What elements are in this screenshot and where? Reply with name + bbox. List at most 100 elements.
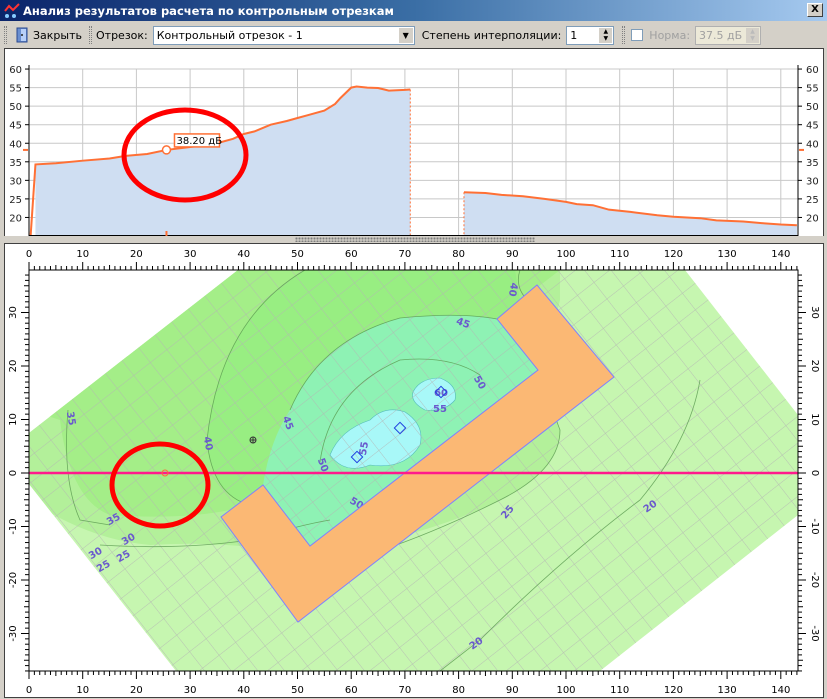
close-window-button[interactable]: X (807, 3, 823, 17)
series-line-2 (463, 191, 797, 227)
x-tick-label-bottom: 10 (76, 685, 89, 696)
contour-label: 55 (433, 404, 447, 415)
y-tick-label-left: 35 (9, 158, 22, 169)
y-tick-label-right: -30 (809, 625, 820, 641)
contour-label: 50 (315, 457, 330, 474)
y-tick-label-left: 55 (9, 84, 22, 95)
y-tick-label-left: 10 (8, 413, 19, 426)
y-tick-label-right: 20 (809, 360, 820, 373)
splitter-grip[interactable] (295, 237, 535, 242)
segment-select[interactable]: Контрольный отрезок - 1 ▼ (152, 25, 415, 45)
source-diamond-icon[interactable] (350, 450, 364, 464)
segment-label: Отрезок: (96, 28, 148, 42)
y-tick-label-right: 30 (809, 306, 820, 319)
building[interactable] (220, 284, 615, 623)
noise-sources (350, 385, 448, 464)
norm-stepper: 37.5 дБ ▲ ▼ (695, 25, 762, 45)
interpolation-stepper[interactable]: 1 ▲ ▼ (566, 25, 615, 45)
stepper-arrows-icon[interactable]: ▲ ▼ (599, 27, 613, 43)
toolbar-grip (622, 26, 626, 44)
x-tick-label-bottom: 130 (718, 685, 737, 696)
y-tick-label-left: 0 (8, 470, 19, 476)
value-marker (161, 145, 172, 155)
y-tick-label-right: 20 (806, 213, 819, 224)
x-tick-label-bottom: 50 (291, 685, 304, 696)
y-tick-label-right: 0 (809, 470, 820, 476)
window-title: Анализ результатов расчета по контрольны… (23, 3, 394, 18)
contour-label: 45 (280, 415, 295, 432)
y-tick-label-left: 30 (8, 306, 19, 319)
map-axes: 0 0 10 10 20 20 30 30 40 40 50 50 60 60 70 70 80 80 90 90 10… (8, 249, 820, 696)
y-tick-label-left: 60 (9, 65, 22, 76)
source-diamond-icon[interactable] (393, 421, 407, 435)
x-tick-label-bottom: 90 (506, 685, 519, 696)
x-tick-label-top: 60 (345, 249, 358, 260)
x-tick-label-top: 70 (399, 249, 412, 260)
y-tick-label-right: 10 (809, 413, 820, 426)
chevron-down-icon[interactable]: ▼ (398, 27, 413, 43)
x-tick-label-bottom: 60 (345, 685, 358, 696)
series-area-2 (463, 192, 797, 236)
y-tick-label-left: -10 (8, 518, 19, 534)
x-tick-label-top: 40 (237, 249, 250, 260)
contour-label: 40 (506, 282, 519, 298)
y-tick-label-right: 50 (806, 102, 819, 113)
y-tick-label-left: 50 (9, 102, 22, 113)
contour-label: 35 (64, 411, 77, 427)
segment-value: Контрольный отрезок - 1 (156, 28, 303, 42)
norm-value: 37.5 дБ (699, 28, 743, 42)
series-line-1 (29, 85, 411, 237)
toolbar-grip (89, 26, 92, 44)
contour-label: 55 (358, 441, 371, 457)
x-tick-label-top: 10 (76, 249, 89, 260)
y-tick-label-left: 40 (9, 139, 22, 150)
y-tick-label-left: 30 (9, 176, 22, 187)
y-tick-label-right: 35 (806, 158, 819, 169)
norm-label: Норма: (649, 28, 691, 42)
annotation-circle (121, 107, 249, 203)
x-tick-label-bottom: 100 (556, 685, 575, 696)
crosshair-point-icon (249, 436, 257, 444)
title-bar: Анализ результатов расчета по контрольны… (0, 0, 827, 21)
series-area-1 (35, 86, 411, 236)
y-tick-label-left: 45 (9, 121, 22, 132)
x-tick-label-top: 80 (452, 249, 465, 260)
y-tick-label-right: -10 (809, 518, 820, 534)
toolbar-grip[interactable] (4, 26, 7, 44)
contour-label: 60 (434, 388, 448, 399)
app-icon (4, 2, 20, 18)
contour-label: 40 (201, 436, 214, 452)
value-label: 38.20 дБ (176, 136, 222, 147)
y-tick-label-left: 20 (8, 360, 19, 373)
x-tick-label-bottom: 20 (130, 685, 143, 696)
interpolation-label: Степень интерполяции: (421, 28, 562, 42)
profile-chart[interactable]: 20 20 25 25 30 30 35 35 40 40 45 45 50 50 55 55 60 60 38.… (0, 0, 827, 240)
interpolation-value: 1 (570, 28, 578, 42)
x-tick-label-bottom: 80 (452, 685, 465, 696)
x-tick-label-bottom: 120 (664, 685, 683, 696)
x-tick-label-top: 90 (506, 249, 519, 260)
stepper-arrows-icon: ▲ ▼ (746, 27, 760, 43)
x-tick-label-bottom: 0 (26, 685, 32, 696)
x-tick-label-bottom: 140 (771, 685, 790, 696)
y-tick-label-right: 30 (806, 176, 819, 187)
map-frame (28, 269, 799, 672)
y-tick-label-right: -20 (809, 572, 820, 588)
close-button[interactable]: Закрыть (11, 25, 85, 45)
close-button-label: Закрыть (33, 28, 82, 42)
norm-checkbox[interactable] (631, 29, 644, 41)
chart-series (29, 85, 797, 237)
chart-marker: 38.20 дБ (23, 133, 804, 236)
toolbar: Закрыть Отрезок: Контрольный отрезок - 1… (0, 22, 827, 48)
value-label-box (173, 133, 221, 148)
source-diamond-icon[interactable] (434, 385, 448, 399)
y-tick-label-right: 45 (806, 121, 819, 132)
segment-position-marker (161, 469, 169, 477)
x-tick-label-top: 20 (130, 249, 143, 260)
x-tick-label-top: 30 (184, 249, 197, 260)
x-tick-label-bottom: 70 (399, 685, 412, 696)
x-tick-label-bottom: 30 (184, 685, 197, 696)
y-tick-label-right: 40 (806, 139, 819, 150)
splitter[interactable] (0, 236, 827, 243)
